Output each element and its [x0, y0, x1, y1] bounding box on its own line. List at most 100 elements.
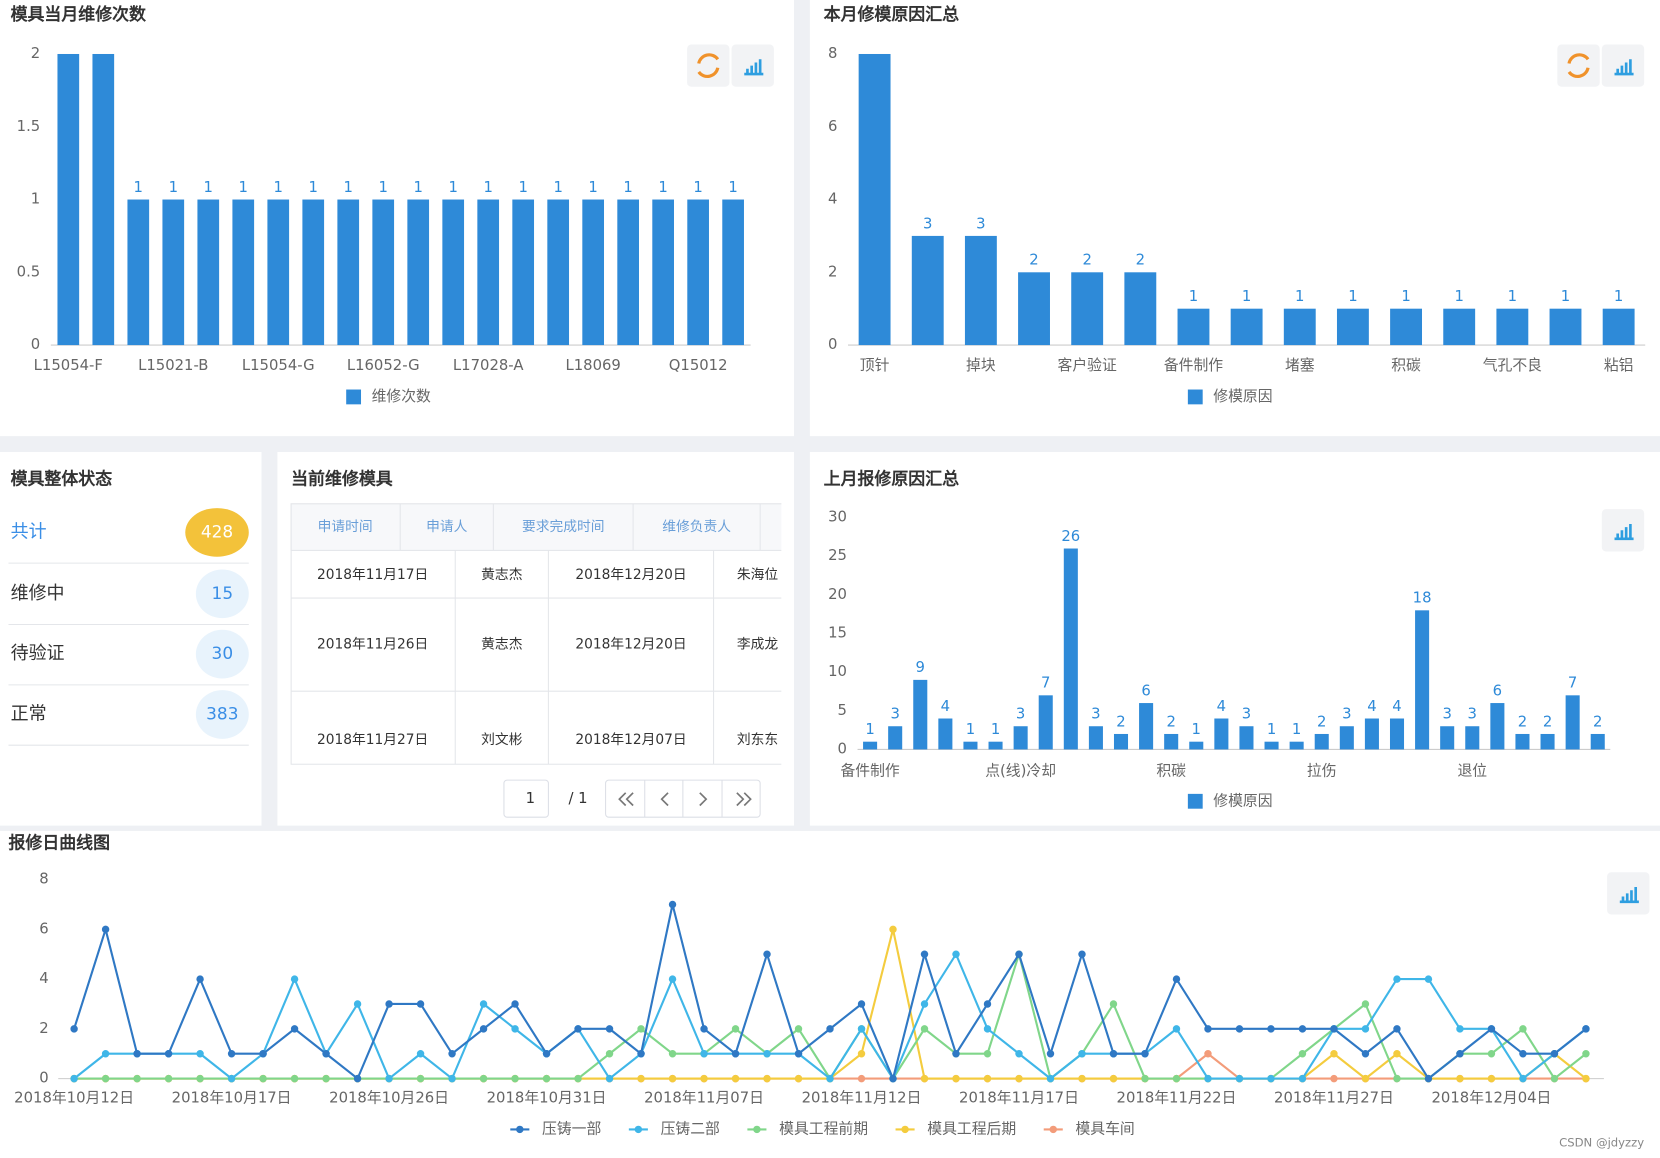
last-page[interactable] [736, 792, 752, 807]
panel-title: 模具整体状态 [11, 469, 113, 489]
point [794, 1050, 803, 1058]
bar [911, 235, 944, 346]
x-tick-label: 2018年10月17日 [172, 1090, 292, 1107]
point [1298, 1074, 1307, 1083]
data-label: 1 [413, 179, 422, 196]
point [227, 1074, 236, 1083]
bar [1336, 308, 1369, 346]
point [1519, 1074, 1527, 1083]
legend-dot [1049, 1125, 1057, 1134]
status-badge [195, 690, 249, 739]
chart-title: 报修日曲线图 [8, 833, 110, 853]
bar [162, 199, 185, 346]
x-tick-label: 气孔不良 [1483, 357, 1542, 374]
table-grid [290, 503, 782, 765]
y-tick-label: 0 [828, 336, 837, 353]
x-tick-label: 堵塞 [1285, 356, 1315, 374]
point [290, 1074, 299, 1083]
data-label: 6 [1141, 682, 1150, 699]
data-label: 1 [693, 179, 702, 196]
point [448, 1074, 456, 1083]
point [1141, 1050, 1149, 1058]
y-tick-label: 5 [838, 702, 847, 719]
point [290, 975, 299, 983]
point [731, 1050, 740, 1058]
data-label: 1 [518, 179, 527, 196]
point [101, 925, 110, 934]
status-label: 待验证 [11, 643, 65, 664]
status-label: 维修中 [11, 583, 65, 604]
data-label: 1 [966, 721, 975, 738]
point [1078, 950, 1086, 958]
bar [512, 199, 535, 346]
table-cell: 2018年11月26日 [317, 637, 428, 653]
table-header: 维修负责人 [662, 519, 731, 535]
y-tick-label: 0 [39, 1070, 48, 1087]
data-label: 1 [169, 179, 178, 196]
point [1204, 1025, 1212, 1033]
bar [1113, 733, 1129, 750]
bar [1390, 308, 1423, 346]
bar [1264, 741, 1279, 750]
y-tick-label: 0 [838, 740, 847, 757]
y-tick-label: 2 [828, 263, 837, 280]
bar [337, 199, 360, 346]
y-tick-label: 1.5 [17, 118, 41, 135]
data-label: 1 [623, 179, 632, 196]
point [1078, 1050, 1086, 1058]
point [605, 1050, 614, 1058]
point [637, 1050, 645, 1058]
table-header: 申请人 [426, 519, 468, 535]
point [511, 1025, 519, 1033]
point [920, 1025, 929, 1033]
bar [232, 199, 255, 346]
data-label: 1 [991, 721, 1000, 738]
point [857, 1000, 866, 1008]
point [731, 1025, 740, 1033]
point [1393, 975, 1401, 983]
x-tick-label: L18069 [565, 357, 620, 374]
chart-button[interactable] [1601, 44, 1645, 87]
refresh-button[interactable] [687, 44, 730, 87]
point [574, 1025, 582, 1033]
data-label: 1 [1242, 288, 1251, 305]
point [1393, 1050, 1401, 1058]
x-tick-label: 顶针 [860, 357, 890, 374]
bar [582, 199, 605, 346]
y-tick-label: 8 [828, 45, 837, 62]
x-tick-label: 2018年12月04日 [1432, 1090, 1552, 1107]
point [605, 1074, 614, 1083]
point [1519, 1025, 1527, 1033]
data-label: 4 [1392, 698, 1401, 715]
data-label: 2 [1543, 713, 1552, 730]
bar [1549, 308, 1582, 346]
y-tick-label: 4 [828, 191, 837, 208]
point [133, 1050, 141, 1058]
page-input[interactable] [503, 779, 549, 818]
prev-page[interactable] [660, 792, 669, 807]
point [668, 1074, 677, 1083]
first-page[interactable] [618, 792, 634, 807]
point [700, 1050, 708, 1058]
bar [1339, 726, 1354, 750]
data-label: 4 [1217, 698, 1226, 715]
status-count: 15 [212, 583, 234, 603]
refresh-button[interactable] [1557, 44, 1600, 87]
chart-button[interactable] [731, 44, 774, 87]
next-page[interactable] [699, 792, 708, 807]
data-label: 1 [239, 179, 248, 196]
y-tick-label: 30 [828, 509, 847, 526]
table-cell: 2018年12月07日 [575, 732, 686, 748]
bar [1239, 726, 1254, 750]
data-label: 1 [274, 179, 283, 196]
y-tick-label: 15 [828, 625, 847, 642]
point [227, 1050, 236, 1058]
point [1046, 1074, 1055, 1083]
point [1172, 1074, 1181, 1083]
point [857, 1025, 866, 1033]
table-cell: 黄志杰 [481, 637, 523, 653]
bar [963, 741, 978, 750]
point [1298, 1050, 1307, 1058]
